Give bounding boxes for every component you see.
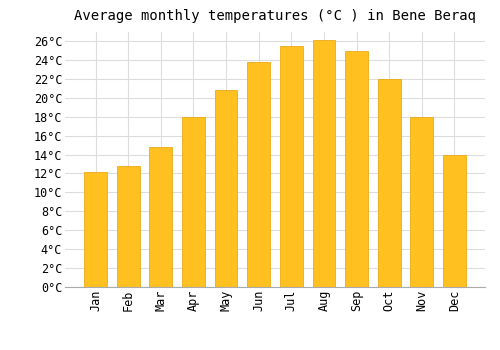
Bar bbox=[150, 147, 172, 287]
Bar bbox=[214, 90, 238, 287]
Bar bbox=[345, 51, 368, 287]
Bar bbox=[378, 79, 400, 287]
Bar bbox=[312, 40, 336, 287]
Bar bbox=[280, 46, 302, 287]
Bar bbox=[84, 173, 107, 287]
Bar bbox=[443, 155, 466, 287]
Bar bbox=[182, 117, 205, 287]
Bar bbox=[116, 166, 140, 287]
Bar bbox=[248, 62, 270, 287]
Bar bbox=[410, 117, 434, 287]
Title: Average monthly temperatures (°C ) in Bene Beraq: Average monthly temperatures (°C ) in Be… bbox=[74, 9, 476, 23]
